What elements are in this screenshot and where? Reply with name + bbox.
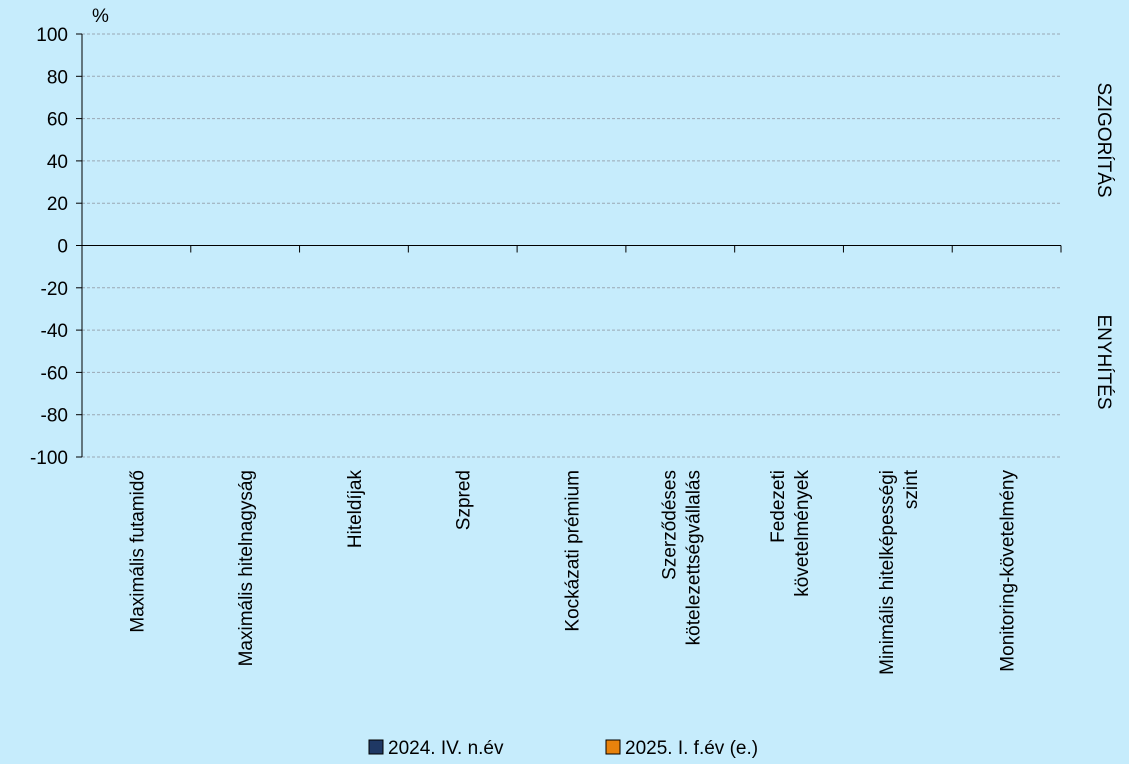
category-label-line: Szerződéses [659,470,680,580]
category-label-line: Maximális hitelnagyság [236,470,257,666]
legend-label: 2024. IV. n.év [388,738,504,759]
side-label-tightening: SZIGORÍTÁS [1093,82,1114,197]
category-label: Maximális hitelnagyság [236,470,257,666]
side-label-easing: ENYHÍTÉS [1093,314,1114,409]
category-label: Hiteldíjak [345,470,366,549]
y-tick-label: -100 [30,448,68,469]
y-tick-label: -40 [41,321,68,342]
category-label-line: szint [901,469,922,509]
category-label: Monitoring-követelmény [998,470,1019,672]
y-tick-label: -80 [41,406,68,427]
y-tick-label: 0 [57,237,68,258]
y-tick-label: -20 [41,279,68,300]
y-tick-label: 60 [47,110,68,131]
y-tick-label: 80 [47,67,68,88]
y-tick-label: 100 [36,25,68,46]
legend-swatch [605,739,621,755]
y-axis-unit-label: % [92,6,109,27]
category-label-line: Szpred [454,470,475,530]
legend-swatch [368,739,384,755]
axes [76,33,1062,458]
y-tick-label: 20 [47,194,68,215]
y-tick-labels: 100 80 60 40 20 0 -20 -40 -60 -80 -100 [30,25,68,469]
category-label-line: Hiteldíjak [345,470,366,549]
category-label-line: Kockázati prémium [563,470,584,632]
category-label-line: követelmények [792,470,813,597]
category-label: Kockázati prémium [563,470,584,632]
category-label-line: Fedezeti [768,470,789,543]
category-label-line: Monitoring-követelmény [998,470,1019,672]
y-tick-label: -60 [41,363,68,384]
y-tick-label: 40 [47,152,68,173]
category-label-line: Minimális hitelképességi [877,470,898,675]
gridlines [82,33,1061,458]
legend-label: 2025. I. f.év (e.) [625,738,758,759]
category-label: Szpred [454,470,475,530]
legend: 2024. IV. n.év 2025. I. f.év (e.) [368,738,758,759]
category-label: Szerződéses kötelezettségvállalás [659,470,704,645]
category-label-line: kötelezettségvállalás [683,470,704,645]
category-labels: Maximális futamidő Maximális hitelnagyság… [127,469,1018,675]
category-label: Maximális futamidő [127,470,148,633]
category-label-line: Maximális futamidő [127,470,148,633]
category-label: Minimális hitelképességi szint [877,469,922,675]
category-label: Fedezeti követelmények [768,470,813,597]
